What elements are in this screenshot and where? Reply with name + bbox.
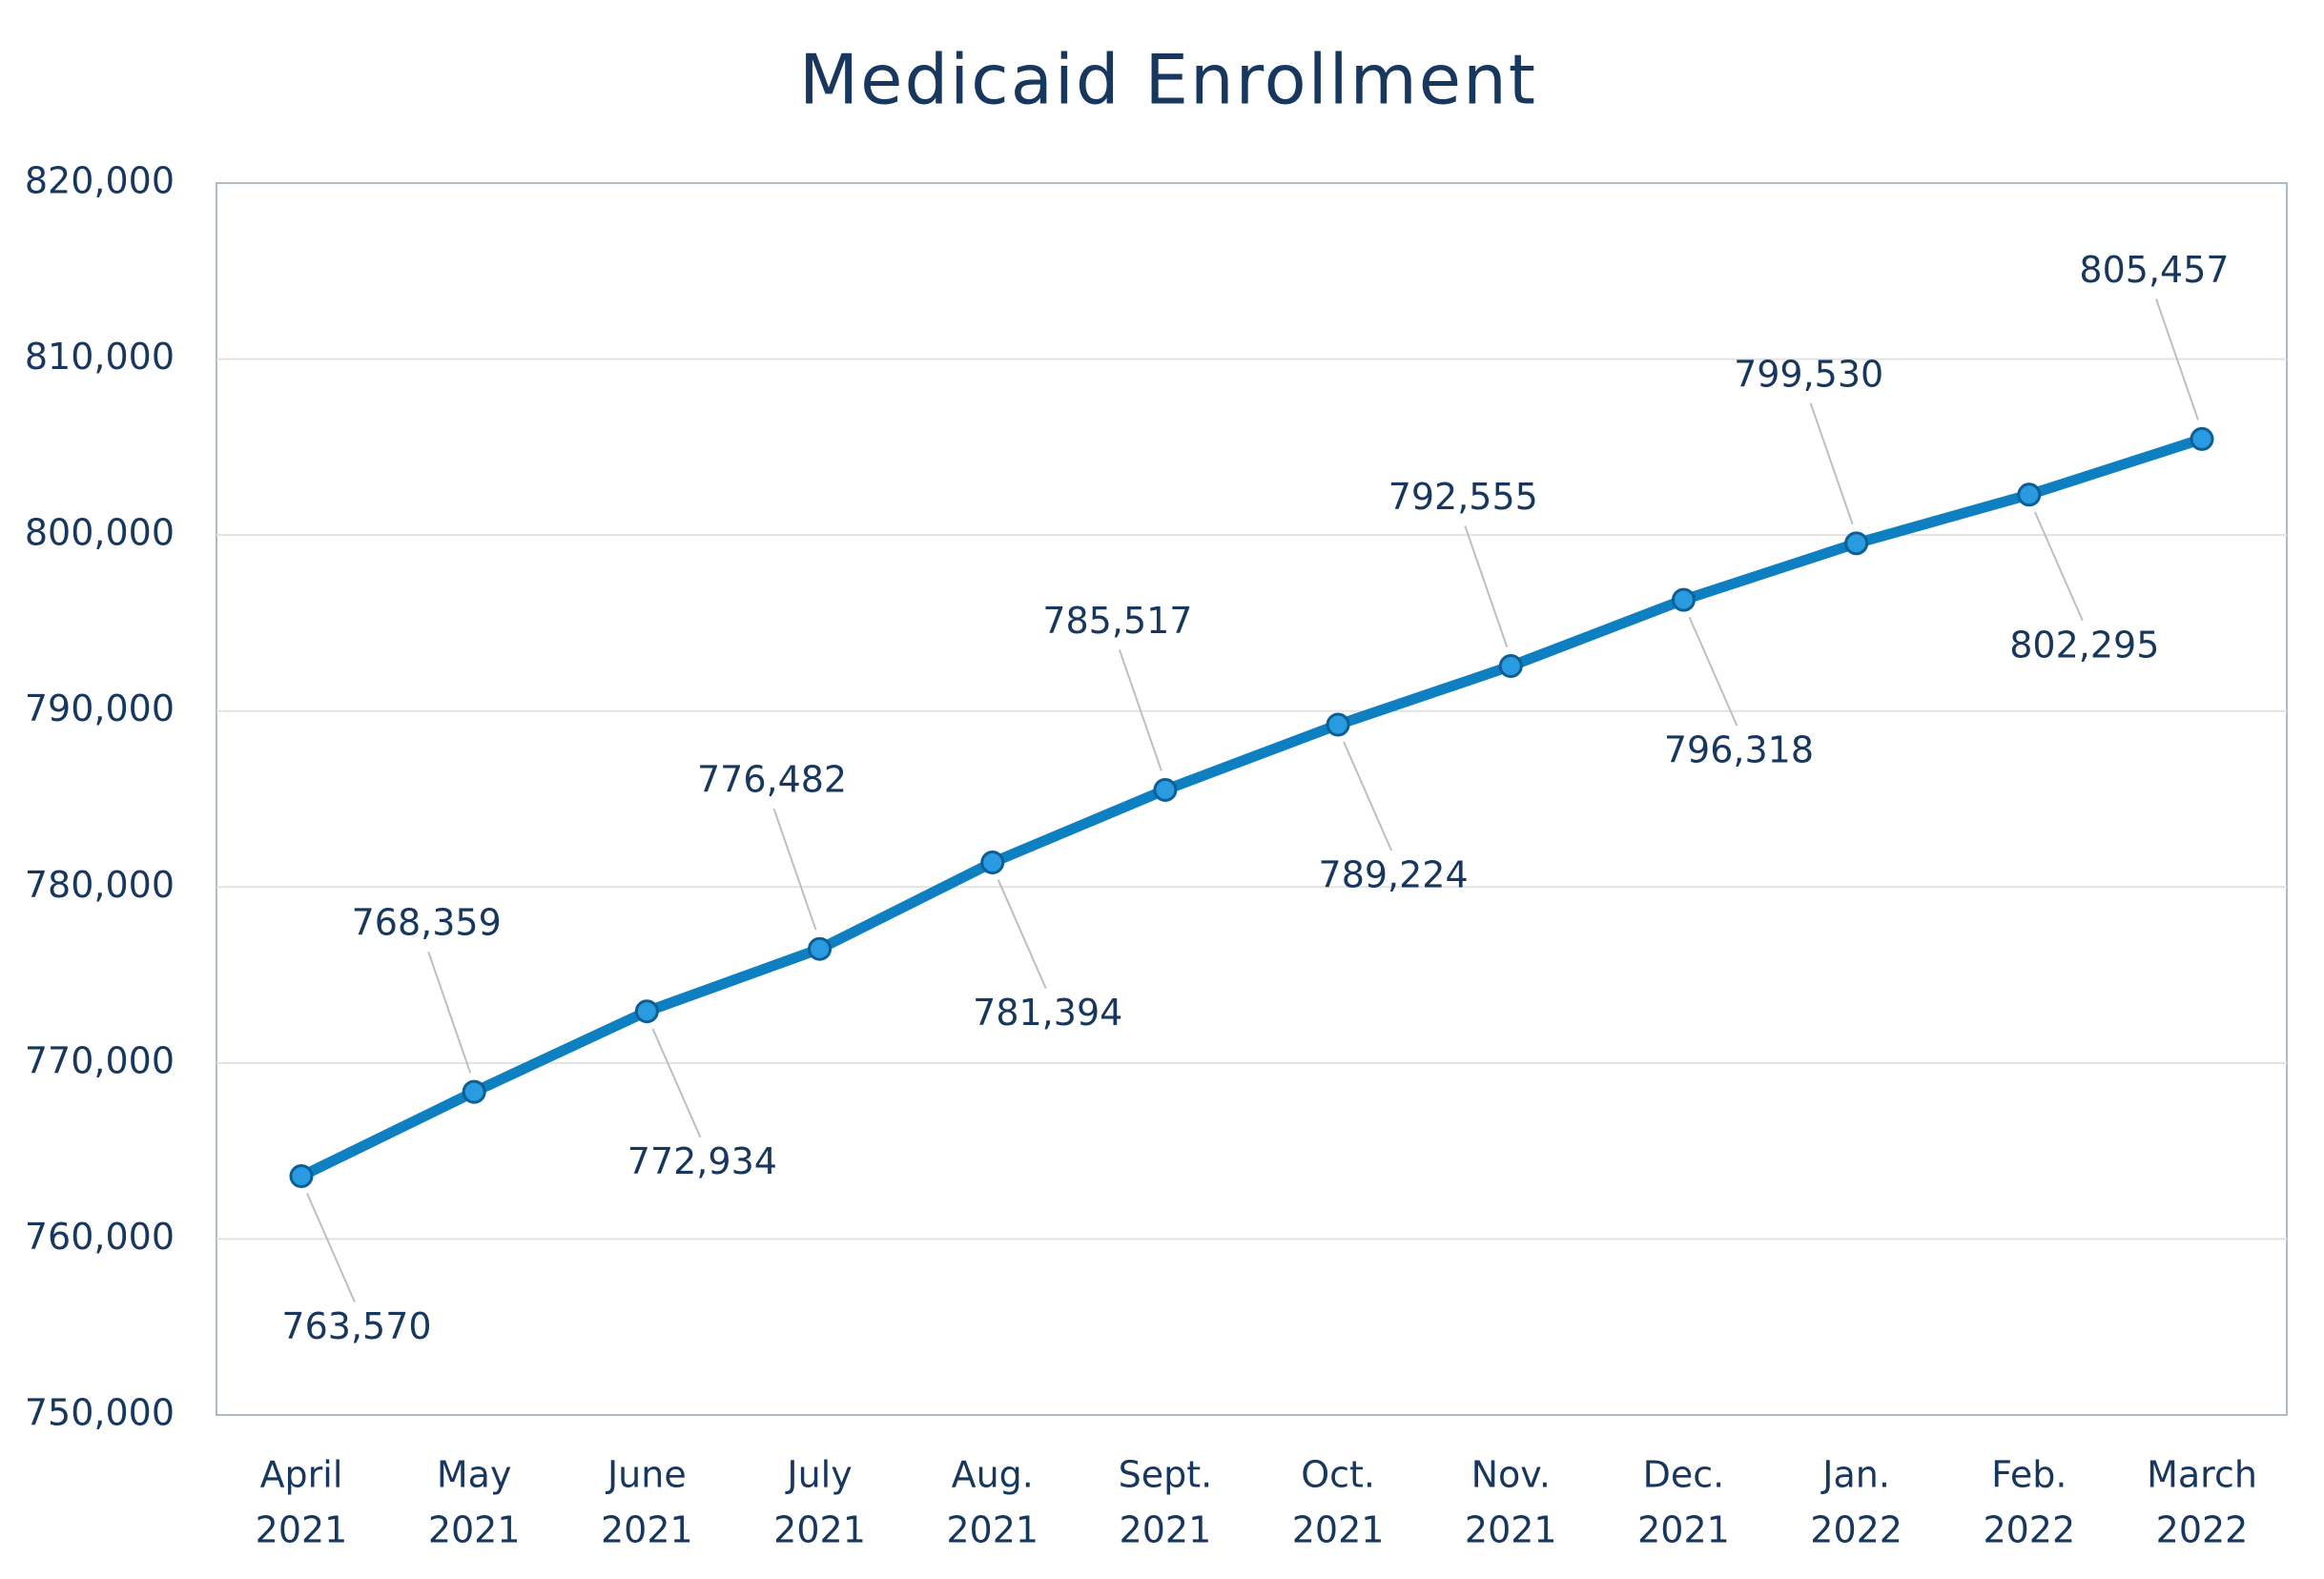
leader-line — [1343, 741, 1393, 851]
x-tick-label: 2021 — [1120, 1509, 1212, 1551]
data-point — [980, 851, 1005, 875]
data-point — [289, 1164, 314, 1189]
leader-line — [1464, 525, 1509, 647]
leader-line — [651, 1028, 702, 1138]
x-tick-label: March — [2147, 1454, 2257, 1496]
plot-border — [216, 182, 2288, 1416]
data-point — [2190, 426, 2214, 451]
data-point — [2017, 482, 2042, 507]
y-tick-label: 800,000 — [25, 512, 175, 554]
y-tick-label: 780,000 — [25, 864, 175, 906]
data-label: 805,457 — [2079, 249, 2229, 291]
data-point — [1326, 712, 1350, 737]
x-tick-label: Jan. — [1820, 1454, 1890, 1496]
leader-line — [772, 808, 817, 931]
data-label: 796,318 — [1664, 729, 1814, 771]
x-tick-label: 2021 — [1292, 1509, 1385, 1551]
x-tick-label: Sept. — [1119, 1454, 1213, 1496]
x-tick-label: May — [437, 1454, 512, 1496]
x-tick-label: June — [606, 1454, 687, 1496]
x-tick-label: April — [260, 1454, 343, 1496]
x-tick-label: Oct. — [1301, 1454, 1375, 1496]
data-label: 802,295 — [2009, 624, 2159, 666]
data-label: 772,934 — [627, 1140, 777, 1182]
x-tick-label: 2021 — [428, 1509, 521, 1551]
y-tick-label: 820,000 — [25, 160, 175, 202]
leader-line — [2155, 298, 2199, 420]
data-label: 789,224 — [1319, 854, 1469, 896]
data-line — [298, 434, 2204, 1181]
data-label: 763,570 — [281, 1305, 431, 1347]
x-tick-label: 2021 — [1637, 1509, 1730, 1551]
x-tick-label: 2021 — [601, 1509, 693, 1551]
x-tick-label: Feb. — [1991, 1454, 2067, 1496]
data-label: 781,394 — [973, 992, 1122, 1034]
x-tick-label: 2022 — [1810, 1509, 1902, 1551]
y-tick-label: 810,000 — [25, 336, 175, 378]
x-tick-label: 2022 — [2156, 1509, 2249, 1551]
x-tick-label: 2021 — [256, 1509, 348, 1551]
leader-line — [1688, 616, 1738, 727]
y-tick-label: 760,000 — [25, 1216, 175, 1258]
data-point — [808, 936, 833, 961]
leader-line — [2033, 511, 2084, 622]
data-label: 792,555 — [1388, 476, 1538, 518]
x-tick-label: 2021 — [1465, 1509, 1557, 1551]
data-point — [462, 1079, 486, 1104]
x-tick-label: Dec. — [1643, 1454, 1725, 1496]
x-tick-label: Aug. — [952, 1454, 1034, 1496]
data-label: 785,517 — [1042, 600, 1192, 642]
data-point — [1844, 531, 1869, 556]
x-tick-label: 2021 — [946, 1509, 1039, 1551]
leader-line — [306, 1193, 356, 1302]
chart-title: Medicaid Enrollment — [799, 40, 1537, 120]
y-tick-label: 790,000 — [25, 687, 175, 729]
data-point — [1671, 587, 1696, 612]
x-tick-label: Nov. — [1471, 1454, 1551, 1496]
x-tick-label: July — [785, 1454, 852, 1496]
x-tick-label: 2021 — [773, 1509, 866, 1551]
data-label: 768,359 — [352, 902, 502, 944]
y-tick-label: 750,000 — [25, 1392, 175, 1434]
leader-line — [427, 951, 472, 1074]
data-point — [634, 999, 659, 1024]
data-point — [1498, 654, 1523, 679]
leader-line — [1118, 649, 1162, 771]
data-label: 799,530 — [1734, 353, 1883, 395]
leader-line — [997, 879, 1047, 989]
y-tick-label: 770,000 — [25, 1039, 175, 1081]
leader-line — [1809, 402, 1854, 525]
x-tick-label: 2022 — [1983, 1509, 2075, 1551]
data-point — [1153, 777, 1178, 802]
data-label: 776,482 — [697, 759, 847, 801]
